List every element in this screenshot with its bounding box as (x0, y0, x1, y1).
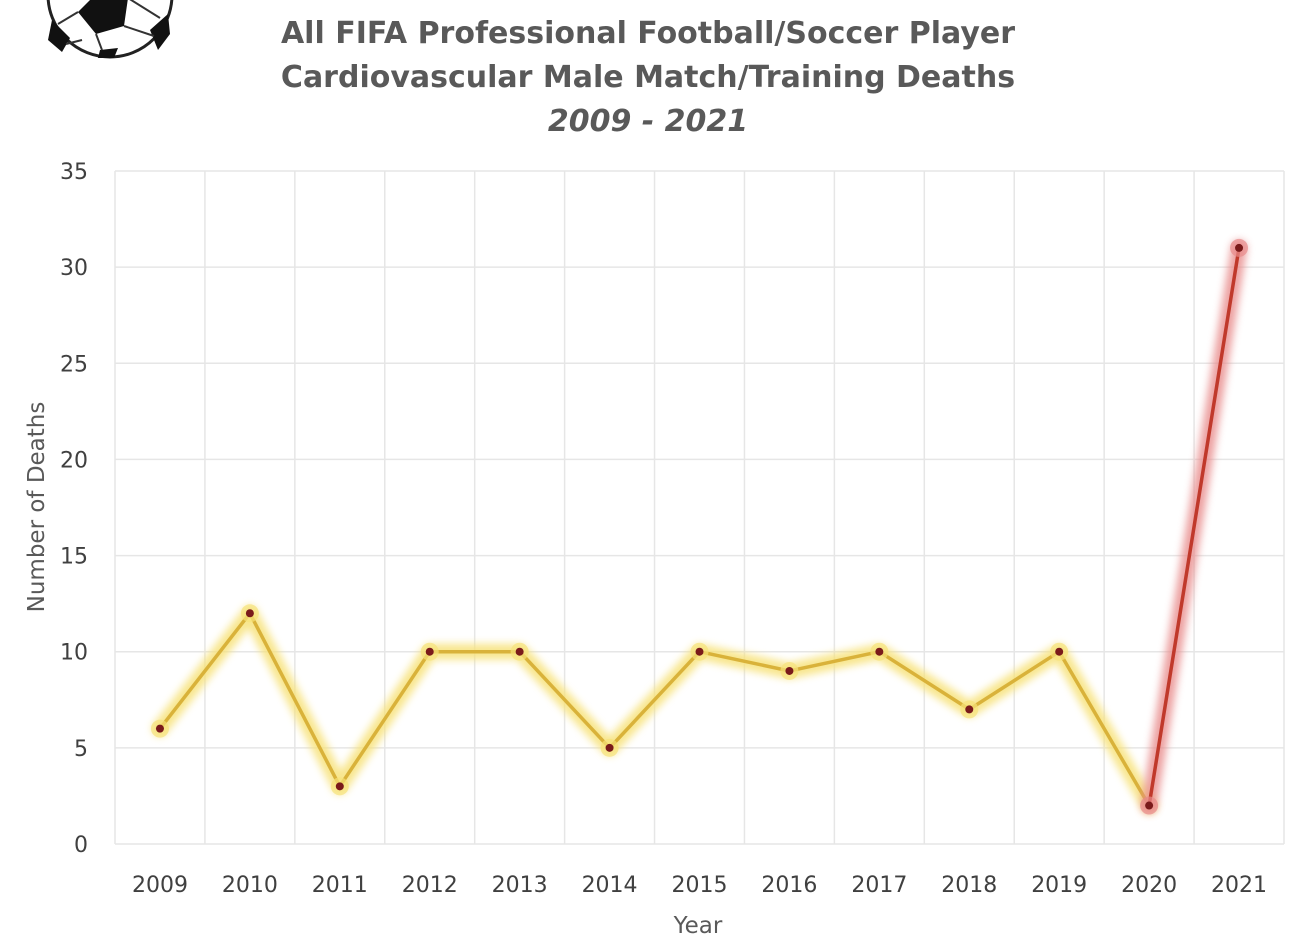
x-tick-label: 2020 (1121, 873, 1177, 898)
x-tick-label: 2012 (402, 873, 458, 898)
soccer-ball-icon (46, 0, 174, 59)
x-tick-label: 2021 (1211, 873, 1267, 898)
highlight-segment-line (1147, 246, 1241, 808)
y-tick-label: 5 (74, 737, 88, 762)
y-tick-label: 30 (60, 256, 88, 281)
y-tick-label: 15 (60, 545, 88, 570)
data-point (335, 782, 344, 791)
data-point (425, 647, 434, 656)
data-point (965, 705, 974, 714)
x-tick-label: 2015 (672, 873, 728, 898)
x-tick-label: 2018 (941, 873, 997, 898)
data-point (1055, 647, 1064, 656)
x-tick-label: 2014 (582, 873, 638, 898)
series (150, 238, 1249, 815)
data-point (245, 609, 254, 618)
x-tick-label: 2010 (222, 873, 278, 898)
chart-subtitle: 2009 - 2021 (548, 104, 748, 139)
y-axis-label: Number of Deaths (24, 402, 50, 613)
data-point (605, 743, 614, 752)
data-point (695, 647, 704, 656)
y-tick-label: 20 (60, 448, 88, 473)
x-axis-ticks: 2009 2010 2011 2012 2013 2014 2015 2016 2017 2018… (132, 873, 1267, 898)
x-tick-label: 2017 (851, 873, 907, 898)
series-line (158, 611, 1151, 808)
chart-title-line-2: Cardiovascular Male Match/Training Death… (281, 60, 1015, 95)
data-point (1145, 801, 1154, 810)
x-tick-label: 2009 (132, 873, 188, 898)
chart-title-line-1: All FIFA Professional Football/Soccer Pl… (281, 16, 1015, 51)
y-tick-label: 0 (74, 833, 88, 858)
x-tick-label: 2011 (312, 873, 368, 898)
data-point (875, 647, 884, 656)
data-point (155, 724, 164, 733)
x-tick-label: 2019 (1031, 873, 1087, 898)
data-point (785, 666, 794, 675)
x-axis-label: Year (673, 913, 723, 939)
x-tick-label: 2016 (761, 873, 817, 898)
data-point (1235, 243, 1244, 252)
y-axis-ticks: 0 5 10 15 20 25 30 35 (60, 160, 88, 858)
y-tick-label: 35 (60, 160, 88, 185)
y-tick-label: 25 (60, 352, 88, 377)
y-tick-label: 10 (60, 641, 88, 666)
x-tick-label: 2013 (492, 873, 548, 898)
data-point (515, 647, 524, 656)
